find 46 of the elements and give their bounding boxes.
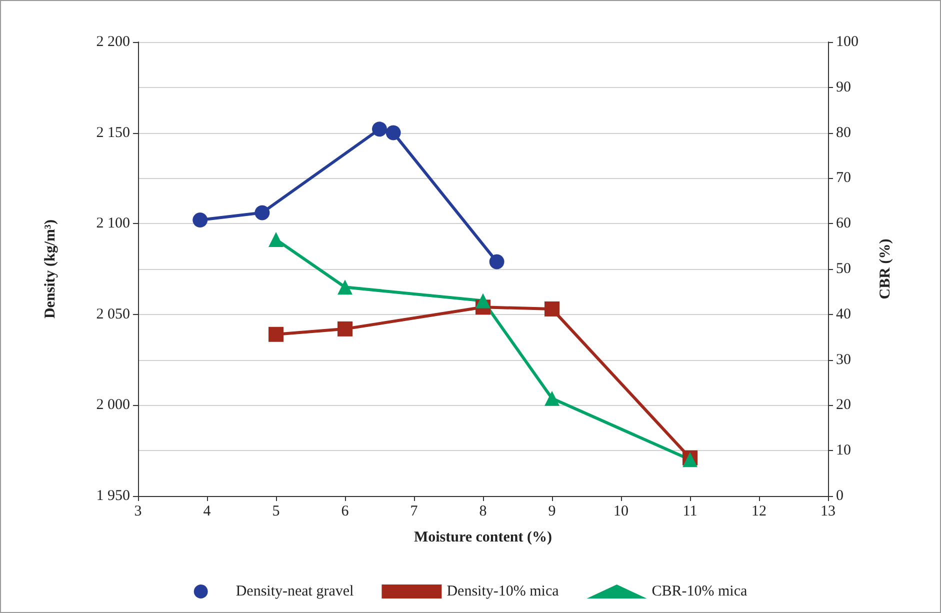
point (386, 125, 401, 140)
y2-tick-label: 70 (836, 170, 851, 186)
x-axis-title: Moisture content (%) (414, 530, 552, 546)
y2-tick-label: 80 (836, 124, 851, 141)
y-tick-label: 2 150 (96, 124, 130, 141)
y2-tick-label: 100 (836, 34, 858, 50)
point (544, 301, 560, 316)
y2-tick-label: 60 (836, 216, 851, 232)
point (254, 205, 270, 220)
y2-tick-label: 50 (836, 261, 851, 277)
y-tick-label: 2 100 (96, 216, 130, 232)
legend-label: Density-10% mica (446, 584, 560, 600)
x-tick-label: 10 (614, 504, 628, 520)
y2-tick-label: 10 (836, 442, 851, 459)
x-tick-label: 13 (820, 504, 836, 520)
y2-tick-label: 90 (836, 79, 851, 96)
y2-tick-label: 20 (836, 397, 851, 414)
y-axis-title: Density (kg/m³) (42, 219, 58, 319)
y2-tick-label: 40 (836, 306, 851, 322)
x-tick-label: 9 (548, 504, 556, 520)
point (544, 390, 560, 406)
y2-tick-label: 30 (836, 352, 851, 368)
x-tick-label: 8 (479, 504, 487, 520)
point (192, 212, 208, 228)
x-tick-label: 6 (341, 504, 350, 520)
y-tick-label: 2 200 (96, 34, 130, 50)
legend-label: Density-neat gravel (236, 584, 354, 600)
point (372, 122, 387, 137)
y-tick-label: 2 000 (96, 397, 130, 414)
x-tick-label: 11 (682, 504, 698, 520)
point (476, 293, 490, 308)
x-tick-label: 4 (203, 504, 212, 520)
point (338, 280, 352, 295)
y2-axis-title: CBR (%) (878, 238, 894, 300)
x-tick-label: 12 (752, 504, 766, 520)
point (268, 326, 284, 342)
y-tick-label: 1 950 (96, 488, 130, 504)
y-tick-label: 2 050 (96, 306, 130, 322)
x-tick-label: 3 (134, 504, 142, 520)
x-tick-label: 7 (410, 504, 418, 520)
point (489, 254, 504, 270)
x-tick-label: 5 (272, 504, 280, 520)
point (268, 232, 284, 247)
y2-tick-label: 0 (836, 488, 844, 504)
legend-label: CBR-10% mica (652, 584, 748, 600)
point (338, 321, 352, 336)
